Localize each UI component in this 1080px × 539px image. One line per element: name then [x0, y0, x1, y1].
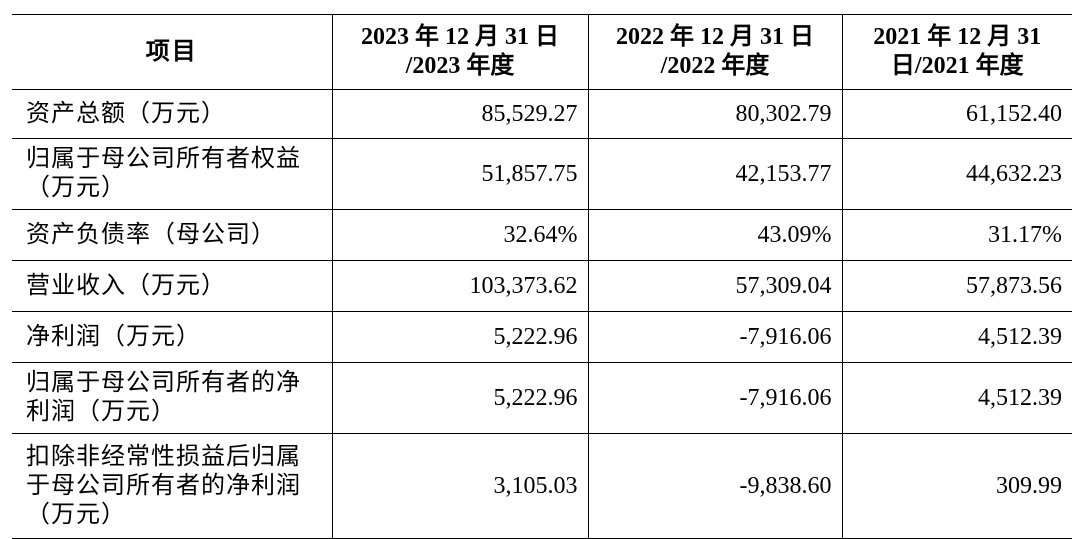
table-row: 净利润（万元） 5,222.96 -7,916.06 4,512.39 — [12, 311, 1072, 363]
value-cell: 4,512.39 — [841, 311, 1072, 363]
value-cell: 57,309.04 — [587, 260, 842, 312]
cell-line: 2023 年 12 月 31 日 — [361, 24, 559, 50]
table-body: 资产总额（万元） 85,529.27 80,302.79 61,152.40 归属于母公… — [12, 89, 1072, 539]
table-row: 扣除非经常性损益后归属 于母公司所有者的净利润 （万元） 3,105.03 -9,838… — [12, 433, 1072, 539]
value-cell: 57,873.56 — [841, 260, 1072, 312]
value-cell: 3,105.03 — [331, 433, 588, 539]
table-row: 资产总额（万元） 85,529.27 80,302.79 61,152.40 — [12, 89, 1072, 139]
row-label: 扣除非经常性损益后归属 于母公司所有者的净利润 （万元） — [12, 433, 332, 539]
row-label: 资产总额（万元） — [12, 89, 332, 139]
financial-table: 项目 2023 年 12 月 31 日/2023 年度 2022 年 12 月 31… — [12, 14, 1072, 539]
value-cell: -7,916.06 — [587, 362, 842, 434]
cell-line: 归属于母公司所有者的净 — [26, 370, 301, 396]
cell-line: 扣除非经常性损益后归属 — [26, 443, 301, 470]
cell-line: 2021 年 12 月 31 — [873, 24, 1042, 50]
row-label: 营业收入（万元） — [12, 260, 332, 312]
table-row: 归属于母公司所有者权益 （万元） 51,857.75 42,153.77 44,632.… — [12, 138, 1072, 210]
value-cell: -9,838.60 — [587, 433, 842, 539]
value-cell: 31.17% — [841, 209, 1072, 261]
cell-line: /2023 年度 — [405, 53, 515, 79]
cell-line: （万元） — [26, 175, 126, 201]
cell-line: 归属于母公司所有者权益 — [26, 146, 301, 172]
table-row: 资产负债率（母公司） 32.64% 43.09% 31.17% — [12, 209, 1072, 261]
value-cell: 103,373.62 — [331, 260, 588, 312]
value-cell: -7,916.06 — [587, 311, 842, 363]
value-cell: 42,153.77 — [587, 138, 842, 210]
cell-line: 2022 年 12 月 31 日 — [616, 24, 814, 50]
header-row: 项目 2023 年 12 月 31 日/2023 年度 2022 年 12 月 31… — [12, 14, 1072, 90]
cell-line: 日/2021 年度 — [890, 53, 1024, 79]
table-row: 营业收入（万元） 103,373.62 57,309.04 57,873.56 — [12, 260, 1072, 312]
value-cell: 51,857.75 — [331, 138, 588, 210]
row-label: 净利润（万元） — [12, 311, 332, 363]
cell-line: 于母公司所有者的净利润 — [26, 472, 301, 499]
cell-line: （万元） — [26, 501, 126, 528]
value-cell: 43.09% — [587, 209, 842, 261]
cell-line: 净利润（万元） — [26, 323, 201, 350]
row-label: 归属于母公司所有者权益 （万元） — [12, 138, 332, 210]
value-cell: 85,529.27 — [331, 89, 588, 139]
row-label: 归属于母公司所有者的净 利润（万元） — [12, 362, 332, 434]
cell-line: 资产总额（万元） — [26, 100, 226, 127]
value-cell: 80,302.79 — [587, 89, 842, 139]
value-cell: 4,512.39 — [841, 362, 1072, 434]
cell-line: 资产负债率（母公司） — [26, 221, 276, 248]
header-cell: 2021 年 12 月 31 日/2021 年度 — [841, 14, 1072, 90]
header-cell: 2023 年 12 月 31 日/2023 年度 — [331, 14, 588, 90]
value-cell: 32.64% — [331, 209, 588, 261]
header-cell: 2022 年 12 月 31 日/2022 年度 — [587, 14, 842, 90]
value-cell: 309.99 — [841, 433, 1072, 539]
value-cell: 5,222.96 — [331, 362, 588, 434]
header-cell: 项目 — [12, 14, 332, 90]
cell-line: /2022 年度 — [660, 53, 770, 79]
value-cell: 44,632.23 — [841, 138, 1072, 210]
value-cell: 61,152.40 — [841, 89, 1072, 139]
value-cell: 5,222.96 — [331, 311, 588, 363]
table-row: 归属于母公司所有者的净 利润（万元） 5,222.96 -7,916.06 4,512.… — [12, 362, 1072, 434]
cell-line: 营业收入（万元） — [26, 272, 226, 299]
cell-line: 利润（万元） — [26, 399, 176, 425]
row-label: 资产负债率（母公司） — [12, 209, 332, 261]
cell-line: 项目 — [145, 38, 198, 65]
